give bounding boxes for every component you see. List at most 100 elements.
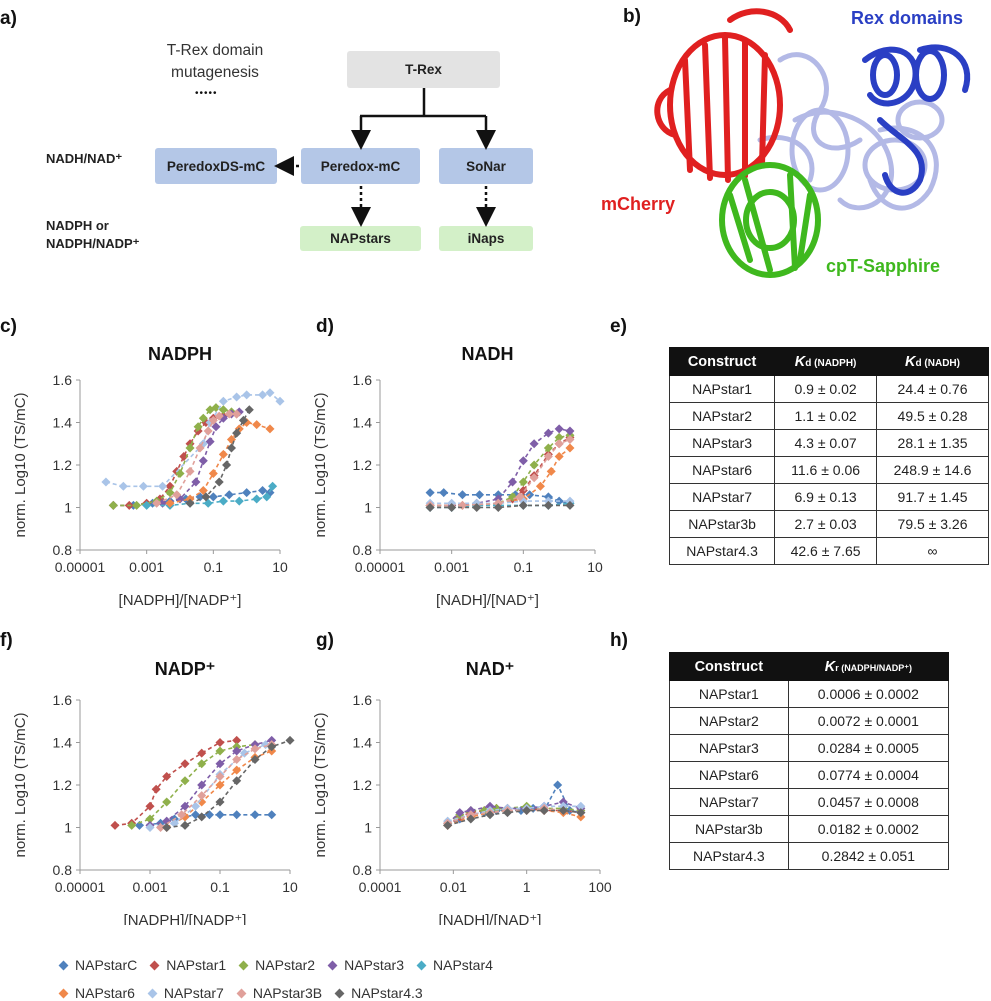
- data-point: [203, 426, 213, 436]
- legend-label: NAPstar1: [166, 957, 227, 973]
- cell: 0.9 ± 0.02: [774, 375, 878, 403]
- data-point: [185, 466, 195, 476]
- cell: NAPstar7: [668, 483, 776, 511]
- mutagenesis-dots: •••••: [195, 88, 218, 99]
- data-point: [180, 820, 190, 830]
- x-tick-label: 0.0001: [359, 879, 402, 895]
- y-tick-label: 1.6: [53, 372, 73, 388]
- chart-g: NAD⁺ 0.8 1 1.2 1.4 1.6 0.0001 0.01 1 100 [NADH]/[N…: [312, 659, 612, 925]
- y-tick-label: 1.4: [353, 735, 373, 751]
- table-row: NAPstar3 4.3 ± 0.07 28.1 ± 1.35: [668, 429, 989, 457]
- legend-item: NAPstar1: [149, 957, 227, 973]
- table-row: NAPstar2 1.1 ± 0.02 49.5 ± 0.28: [668, 402, 989, 430]
- cell: 24.4 ± 0.76: [876, 375, 989, 403]
- data-point: [226, 443, 236, 453]
- y-axis-label: norm. Log10 (TS/mC): [12, 712, 29, 857]
- series-line: [430, 434, 571, 507]
- data-point: [218, 449, 228, 459]
- legend-marker-icon: [236, 988, 247, 998]
- panel-label-b: b): [623, 6, 641, 27]
- x-tick-label: 100: [588, 879, 612, 895]
- data-point: [198, 456, 208, 466]
- data-point: [267, 810, 277, 820]
- cell: 79.5 ± 3.26: [876, 510, 989, 538]
- label-nadph-line-2: NADPH/NADP⁺: [46, 236, 140, 251]
- mutagenesis-line-1: T-Rex domain: [166, 42, 264, 59]
- cell: 248.9 ± 14.6: [876, 456, 989, 484]
- series-NAPstar3B: [152, 409, 242, 508]
- kd-header-nadph: Kd (NADPH): [774, 347, 878, 376]
- label-nadph: NADPH or NADPH/NADP⁺: [46, 217, 140, 253]
- panel-label-e: e): [610, 316, 627, 337]
- data-point: [208, 468, 218, 479]
- cell: NAPstar3b: [668, 510, 776, 538]
- cell: 4.3 ± 0.07: [774, 429, 878, 457]
- cell: 0.0182 ± 0.0002: [787, 815, 950, 843]
- data-point: [242, 390, 252, 400]
- table-row: NAPstar6 0.0774 ± 0.0004: [669, 761, 950, 789]
- data-point: [214, 477, 224, 487]
- cell: 0.0284 ± 0.0005: [787, 734, 950, 762]
- data-point: [529, 439, 539, 449]
- legend-label: NAPstar2: [255, 957, 316, 973]
- cell: ∞: [876, 537, 989, 565]
- panel-label-g: g): [316, 630, 334, 651]
- data-point: [242, 488, 252, 498]
- data-point: [118, 481, 128, 491]
- cell: 91.7 ± 1.45: [876, 483, 989, 511]
- data-point: [265, 424, 275, 434]
- data-point: [108, 500, 118, 510]
- series-line: [149, 743, 266, 829]
- panel-label-f: f): [0, 630, 13, 651]
- label-nadh-nad: NADH/NAD⁺: [46, 151, 123, 166]
- kr-header-construct: Construct: [669, 652, 789, 681]
- chart-title: NADH: [462, 344, 514, 364]
- data-point: [258, 390, 268, 400]
- data-point: [232, 392, 242, 402]
- kr-header-value: Kr (NADPH/NADP⁺): [787, 652, 950, 681]
- table-row: NAPstar2 0.0072 ± 0.0001: [669, 707, 950, 735]
- protein-structure: [654, 8, 971, 278]
- y-axis-label: norm. Log10 (TS/mC): [312, 392, 329, 537]
- x-tick-label: 1: [523, 879, 531, 895]
- data-point: [553, 780, 563, 790]
- label-nadph-line-1: NADPH or: [46, 218, 109, 233]
- cpt-sapphire-label: cpT-Sapphire: [826, 256, 941, 276]
- y-tick-label: 1: [364, 820, 372, 836]
- x-tick-label: 0.1: [210, 879, 230, 895]
- legend-item: NAPstar4.3: [334, 985, 423, 1001]
- table-row: NAPstar1 0.9 ± 0.02 24.4 ± 0.76: [668, 375, 989, 403]
- y-tick-label: 1.4: [53, 735, 73, 751]
- cell: 0.0072 ± 0.0001: [787, 707, 950, 735]
- y-tick-label: 1.4: [353, 415, 373, 431]
- x-axis-label: [NADH]/[NAD⁺]: [436, 592, 539, 609]
- legend-row-1: NAPstarC NAPstar1 NAPstar2 NAPstar3 NAPstar4: [58, 957, 507, 973]
- cell: 49.5 ± 0.28: [876, 402, 989, 430]
- data-point: [197, 748, 207, 758]
- data-point: [215, 810, 225, 820]
- y-axis-label: norm. Log10 (TS/mC): [12, 392, 29, 537]
- x-axis-label: [NADH]/[NAD⁺]: [439, 912, 542, 925]
- data-point: [565, 500, 575, 510]
- trex-box: T-Rex: [347, 51, 500, 88]
- data-point: [244, 405, 254, 415]
- table-row: NAPstar6 11.6 ± 0.06 248.9 ± 14.6: [668, 456, 989, 484]
- inaps-box: iNaps: [439, 226, 533, 251]
- table-row: NAPstar4.3 0.2842 ± 0.051: [669, 842, 950, 870]
- data-point: [268, 481, 278, 491]
- cell: 28.1 ± 1.35: [876, 429, 989, 457]
- kd-header-construct: Construct: [668, 347, 776, 376]
- legend-row-2: NAPstar6 NAPstar7 NAPstar3B NAPstar4.3: [58, 985, 437, 1001]
- chart-title: NAD⁺: [466, 659, 515, 679]
- data-point: [110, 820, 120, 830]
- kd-table-header: Construct Kd (NADPH) Kd (NADH): [668, 347, 989, 376]
- chart-f: NADP⁺ 0.8 1 1.2 1.4 1.6 0.00001 0.001 0.1 10 [NADP…: [12, 659, 298, 925]
- table-row: NAPstar4.3 42.6 ± 7.65 ∞: [668, 537, 989, 565]
- data-point: [258, 485, 268, 496]
- chart-title: NADP⁺: [155, 659, 216, 679]
- data-point: [285, 735, 295, 745]
- table-row: NAPstar3b 2.7 ± 0.03 79.5 ± 3.26: [668, 510, 989, 538]
- legend-item: NAPstar3: [327, 957, 404, 973]
- legend-marker-icon: [327, 960, 338, 970]
- y-tick-label: 1.6: [353, 692, 373, 708]
